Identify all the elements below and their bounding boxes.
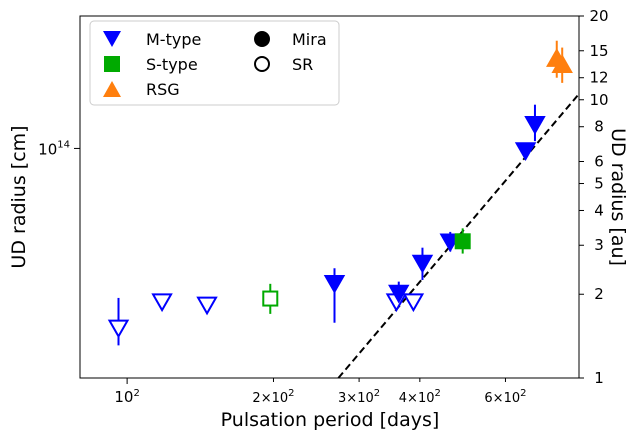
- point-m-type-0: [107, 319, 130, 339]
- x-axis-label: Pulsation period [days]: [221, 409, 440, 431]
- legend-label-m-type: M-type: [146, 30, 201, 49]
- y-right-tick-label-8: 12: [589, 69, 608, 87]
- y-right-tick-label-0: 1: [594, 369, 604, 387]
- y-right-tick-label-1: 2: [594, 285, 604, 303]
- y-right-tick-label-4: 5: [594, 175, 604, 193]
- y-right-tick-label-6: 8: [594, 118, 604, 136]
- point-m-type-6: [402, 293, 425, 313]
- x-tick-label-2: 3×102: [338, 388, 380, 406]
- y-right-tick-label-7: 10: [589, 91, 608, 109]
- legend-marker-sr: [254, 56, 270, 72]
- y-right-tick-label-2: 3: [594, 236, 604, 254]
- y-right-tick-label-5: 6: [594, 152, 604, 170]
- y-axis-left: 1014: [38, 139, 80, 158]
- legend-marker-mira: [254, 31, 270, 47]
- legend-label-sr: SR: [292, 55, 313, 74]
- y-right-tick-label-10: 20: [589, 7, 608, 25]
- legend-marker-s-type: [104, 56, 120, 72]
- point-m-type-3: [323, 274, 346, 294]
- point-m-type-9: [514, 142, 537, 161]
- x-axis: 102 2×102 3×102 4×102 6×102: [114, 378, 527, 406]
- point-m-type-7: [411, 254, 434, 274]
- plot-frame: [79, 15, 580, 379]
- x-tick-label-4: 6×102: [484, 388, 526, 406]
- legend-label-rsg: RSG: [146, 80, 180, 99]
- y-left-tick-label-0: 1014: [38, 139, 70, 158]
- fit-line: [337, 93, 580, 379]
- y-right-tick-label-9: 15: [589, 42, 608, 60]
- legend-marker-rsg: [103, 81, 121, 97]
- y-right-tick-label-3: 4: [594, 201, 604, 219]
- point-s-type-1: [454, 233, 471, 250]
- point-m-type-2: [196, 296, 218, 316]
- legend-marker-m-type: [103, 31, 121, 47]
- point-s-type-0: [262, 290, 279, 307]
- x-tick-label-0: 102: [114, 388, 139, 406]
- fit-line-layer: [337, 93, 580, 379]
- legend-box: [89, 20, 340, 106]
- marker-layer: [107, 48, 573, 339]
- legend-label-s-type: S-type: [146, 55, 198, 74]
- point-rsg-1: [551, 54, 573, 74]
- point-m-type-10: [524, 115, 546, 135]
- y-axis-label-right: UD radius [au]: [607, 128, 629, 266]
- legend-label-mira: Mira: [292, 30, 327, 49]
- x-tick-label-1: 2×102: [252, 388, 294, 406]
- x-tick-label-3: 4×102: [399, 388, 441, 406]
- point-m-type-1: [151, 293, 173, 313]
- y-axis-label-left: UD radius [cm]: [8, 125, 30, 268]
- legend: M-type S-type RSG Mira SR: [89, 20, 340, 106]
